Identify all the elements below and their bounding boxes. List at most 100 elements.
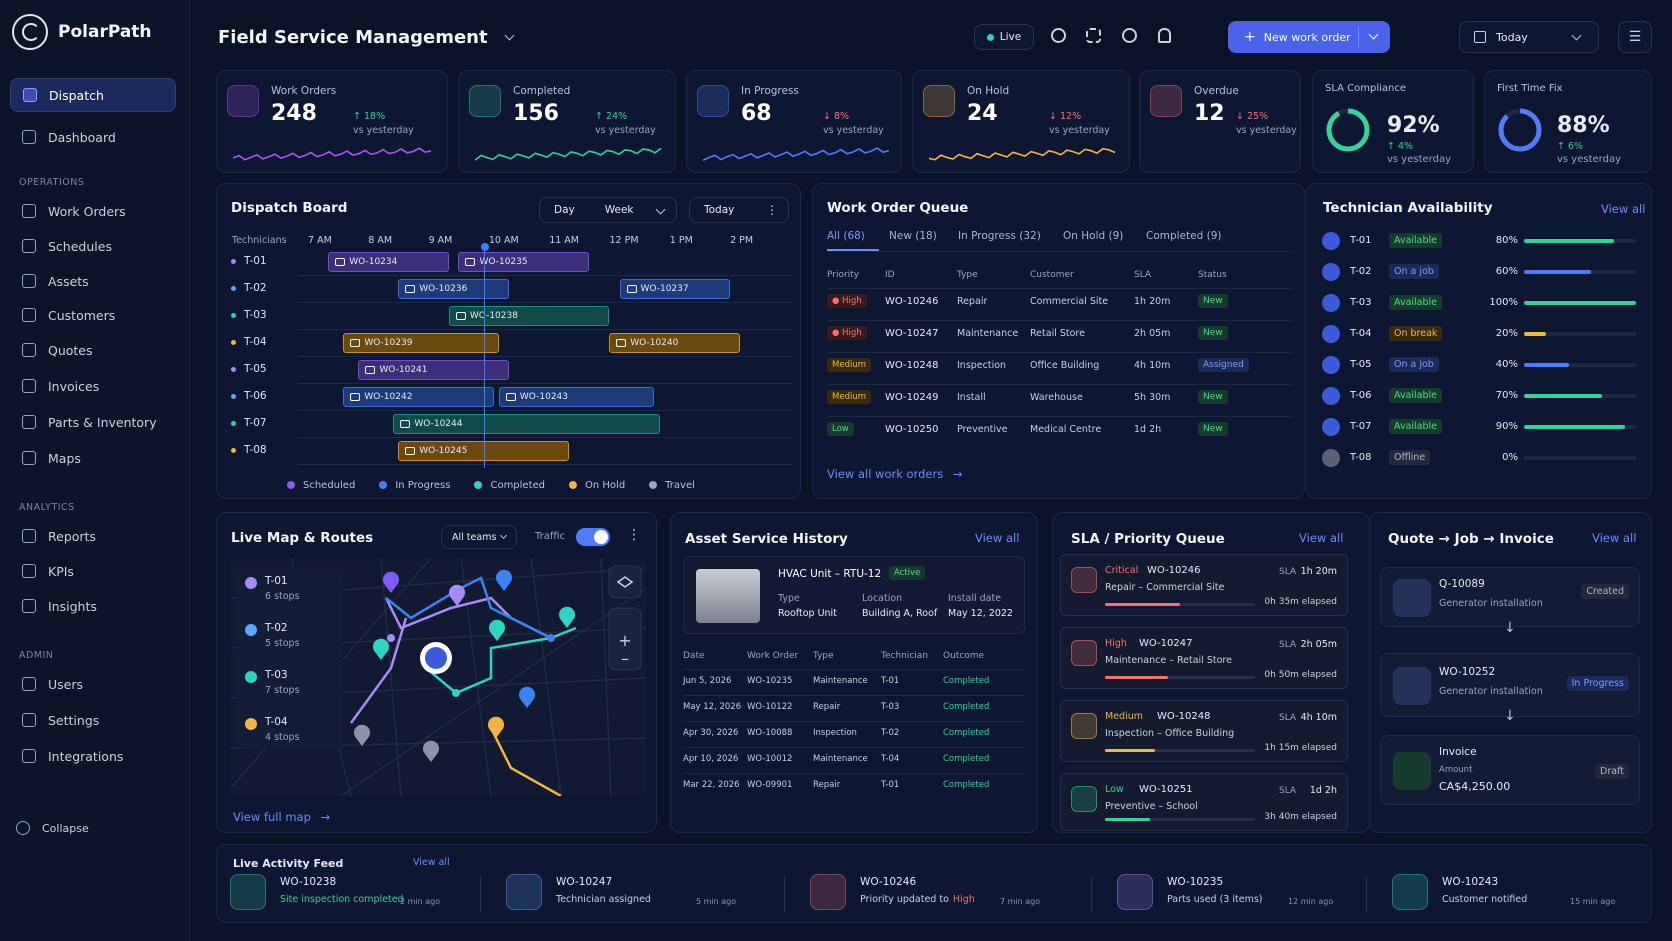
nav-dashboard[interactable]: Dashboard [10,120,176,154]
queue-wo-id[interactable]: WO-10246 [885,296,939,307]
sla-view-all-link[interactable]: View all [1299,531,1344,545]
traffic-toggle[interactable] [576,528,610,546]
more-vertical-icon[interactable]: ⋮ [766,203,778,217]
tech-row-label[interactable]: T-02 [231,282,267,294]
sla-item-wo-10251[interactable]: Low WO-10251 Preventive – School SLA 1d 2h 3h… [1060,773,1348,831]
dispatch-date[interactable]: Today ⋮ [689,197,789,223]
user-circle-icon[interactable] [1122,28,1137,43]
nav-schedules[interactable]: Schedules [10,229,176,263]
tech-id[interactable]: T-05 [1350,359,1372,370]
queue-tab-0[interactable]: All (68) [827,230,865,242]
sla-item-wo-10246[interactable]: Critical WO-10246 Repair – Commercial Site… [1060,554,1348,616]
bell-icon[interactable] [1158,28,1171,43]
tech-row-label[interactable]: T-04 [231,336,267,348]
kpi-card-work-orders[interactable]: Work Orders 248 ↑ 18% vs yesterday [216,70,448,173]
kpi-card-completed[interactable]: Completed 156 ↑ 24% vs yesterday [458,70,676,173]
tech-row-label[interactable]: T-06 [231,390,267,402]
activity-wo-id[interactable]: WO-10243 [1442,876,1499,888]
more-vertical-icon[interactable]: ⋮ [627,527,641,543]
tech-view-all-link[interactable]: View all [1601,202,1646,216]
invoice-card[interactable]: Invoice Amount CA$4,250.00 Draft [1380,735,1640,805]
gantt-job-wo-10242[interactable]: WO-10242 [343,387,495,407]
gantt-job-wo-10237[interactable]: WO-10237 [619,279,730,299]
flow-view-all-link[interactable]: View all [1592,531,1637,545]
kpi-card-overdue[interactable]: Overdue 12 ↓ 25% vs yesterday [1139,70,1301,173]
history-wo-id[interactable]: WO-10122 [747,702,793,712]
gantt-job-wo-10240[interactable]: WO-10240 [609,333,741,353]
quote-card[interactable]: Q-10089 Generator installation Created [1380,567,1640,627]
activity-wo-id[interactable]: WO-10246 [860,876,917,888]
team-id[interactable]: T-03 [265,669,288,681]
nav-integrations[interactable]: Integrations [10,739,176,773]
team-id[interactable]: T-04 [265,716,288,728]
tech-row-label[interactable]: T-07 [231,417,267,429]
nav-work-orders[interactable]: Work Orders [10,194,176,228]
queue-tab-1[interactable]: New (18) [889,230,937,242]
nav-users[interactable]: Users [10,667,176,701]
gantt-job-wo-10241[interactable]: WO-10241 [358,360,510,380]
tech-row-label[interactable]: T-08 [231,444,267,456]
view-switch[interactable]: Day Week [539,197,677,223]
nav-maps[interactable]: Maps [10,441,176,475]
tech-id[interactable]: T-02 [1350,266,1372,277]
gantt-job-wo-10236[interactable]: WO-10236 [398,279,510,299]
view-day-option[interactable]: Day [554,204,575,216]
live-badge[interactable]: Live [974,24,1034,50]
asset-view-all-link[interactable]: View all [975,531,1020,545]
command-icon[interactable] [1086,28,1101,43]
tech-row-label[interactable]: T-05 [231,363,267,375]
view-week-option[interactable]: Week [604,204,634,216]
tech-id[interactable]: T-07 [1350,421,1372,432]
team-filter[interactable]: All teams [441,525,517,549]
queue-wo-id[interactable]: WO-10249 [885,392,939,403]
tech-row-label[interactable]: T-03 [231,309,267,321]
tech-id[interactable]: T-03 [1350,297,1372,308]
history-wo-id[interactable]: WO-10012 [747,754,793,764]
chevron-down-icon[interactable] [1368,29,1379,40]
nav-assets[interactable]: Assets [10,264,176,298]
search-icon[interactable] [1051,28,1066,43]
kpi-card-in-progress[interactable]: In Progress 68 ↓ 8% vs yesterday [686,70,902,173]
queue-tab-2[interactable]: In Progress (32) [958,230,1041,242]
gantt-job-wo-10243[interactable]: WO-10243 [498,387,655,407]
tech-id[interactable]: T-08 [1350,452,1372,463]
view-all-work-orders-link[interactable]: View all work orders → [827,467,962,481]
activity-view-all-link[interactable]: View all [413,857,450,868]
sla-item-wo-10247[interactable]: High WO-10247 Maintenance – Retail Store SL… [1060,627,1348,689]
nav-parts-inventory[interactable]: Parts & Inventory [10,405,176,439]
team-id[interactable]: T-02 [265,622,288,634]
team-id[interactable]: T-01 [265,575,288,587]
gantt-job-wo-10239[interactable]: WO-10239 [343,333,499,353]
queue-wo-id[interactable]: WO-10250 [885,424,939,435]
page-title[interactable]: Field Service Management [218,27,515,48]
queue-tab-4[interactable]: Completed (9) [1146,230,1222,242]
nav-settings[interactable]: Settings [10,703,176,737]
kpi-sla-compliance[interactable]: SLA Compliance 92% ↑ 4% vs yesterday [1312,70,1474,173]
kpi-card-on-hold[interactable]: On Hold 24 ↓ 12% vs yesterday [912,70,1130,173]
nav-invoices[interactable]: Invoices [10,369,176,403]
activity-wo-id[interactable]: WO-10247 [556,876,613,888]
date-picker[interactable]: Today [1459,21,1599,53]
new-work-order-button[interactable]: + New work order [1228,21,1390,53]
history-wo-id[interactable]: WO-10235 [747,676,793,686]
gantt-job-wo-10238[interactable]: WO-10238 [448,306,610,326]
tech-row-label[interactable]: T-01 [231,255,267,267]
queue-wo-id[interactable]: WO-10247 [885,328,939,339]
job-card[interactable]: WO-10252 Generator installation In Progr… [1380,653,1640,717]
gantt-job-wo-10244[interactable]: WO-10244 [393,414,660,434]
activity-wo-id[interactable]: WO-10235 [1167,876,1224,888]
queue-tab-3[interactable]: On Hold (9) [1063,230,1124,242]
nav-kpis[interactable]: KPIs [10,554,176,588]
gantt-job-wo-10235[interactable]: WO-10235 [458,252,590,272]
nav-customers[interactable]: Customers [10,298,176,332]
asset-summary[interactable]: HVAC Unit – RTU-12 Active Type Rooftop U… [683,556,1025,634]
filter-button[interactable]: ☰ [1618,21,1652,53]
logo[interactable]: PolarPath [12,14,152,50]
history-wo-id[interactable]: WO-09901 [747,780,793,790]
nav-insights[interactable]: Insights [10,589,176,623]
tech-id[interactable]: T-01 [1350,235,1372,246]
sla-item-wo-10248[interactable]: Medium WO-10248 Inspection – Office Buildi… [1060,700,1348,762]
nav-dispatch[interactable]: Dispatch [10,78,176,112]
gantt-job-wo-10234[interactable]: WO-10234 [328,252,449,272]
history-wo-id[interactable]: WO-10088 [747,728,793,738]
